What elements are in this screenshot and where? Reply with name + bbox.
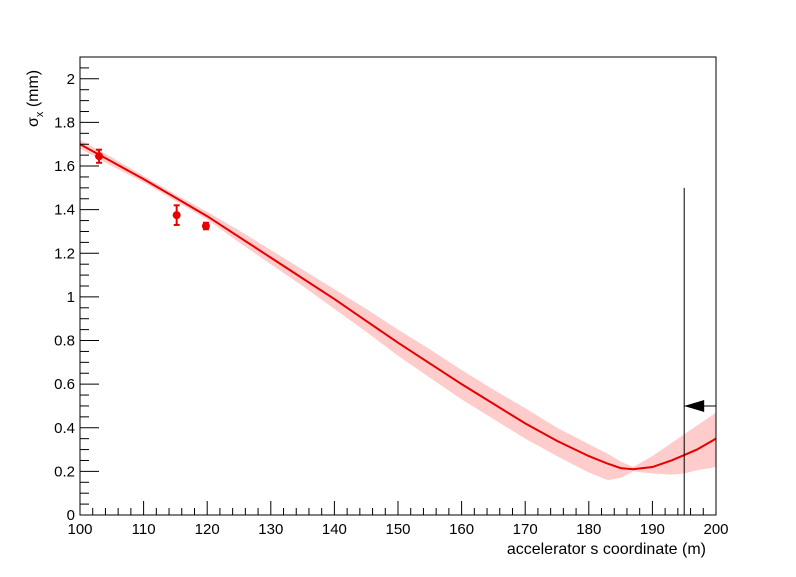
x-tick-label: 120 [195, 521, 220, 538]
x-axis-ticks: 100 110 120 130 140 150 160 170 180 190 200 [67, 501, 729, 538]
x-tick-label: 160 [449, 521, 474, 538]
fit-curve-layer [79, 143, 717, 471]
y-tick-label: 1 [67, 289, 75, 306]
data-points-layer [95, 148, 210, 231]
x-tick-label: 150 [385, 521, 410, 538]
x-tick-label: 200 [703, 521, 728, 538]
y-axis-ticks: 0 0.2 0.4 0.6 0.8 1 1.2 1.4 1.6 1.8 2 [54, 56, 99, 524]
y-axis-label: σx (mm) [25, 70, 46, 127]
data-marker [95, 152, 104, 161]
y-tick-label: 0.4 [54, 420, 75, 437]
y-tick-label: 1.6 [54, 158, 75, 175]
x-axis-label: accelerator s coordinate (m) [507, 541, 706, 558]
y-tick-label: 0.8 [54, 333, 75, 350]
data-point-1 [95, 148, 104, 164]
data-marker [201, 222, 210, 231]
y-tick-label: 1.8 [54, 114, 75, 131]
x-tick-label: 100 [67, 521, 92, 538]
y-axis-label-symbol: σ [25, 117, 42, 127]
y-tick-label: 2 [67, 71, 75, 88]
x-tick-label: 180 [576, 521, 601, 538]
y-axis-label-subscript: x [34, 111, 46, 117]
x-tick-label: 130 [258, 521, 283, 538]
data-marker [172, 211, 181, 220]
x-tick-label: 170 [513, 521, 538, 538]
y-tick-label: 1.2 [54, 245, 75, 262]
y-tick-label: 1.4 [54, 202, 75, 219]
fit-curve [79, 143, 717, 471]
marker-layer [683, 187, 716, 515]
y-axis-label-unit: (mm) [25, 70, 42, 112]
plot-frame [79, 56, 717, 516]
y-tick-label: 0 [67, 507, 75, 524]
x-tick-label: 140 [322, 521, 347, 538]
y-tick-label: 0.2 [54, 463, 75, 480]
confidence-band-layer [80, 139, 716, 481]
x-tick-label: 190 [640, 521, 665, 538]
data-point-3 [201, 221, 210, 231]
confidence-band [80, 139, 716, 481]
x-tick-label: 110 [132, 521, 156, 538]
y-tick-label: 0.6 [54, 376, 75, 393]
cut-arrow-head [684, 399, 705, 412]
data-point-2 [172, 204, 181, 226]
